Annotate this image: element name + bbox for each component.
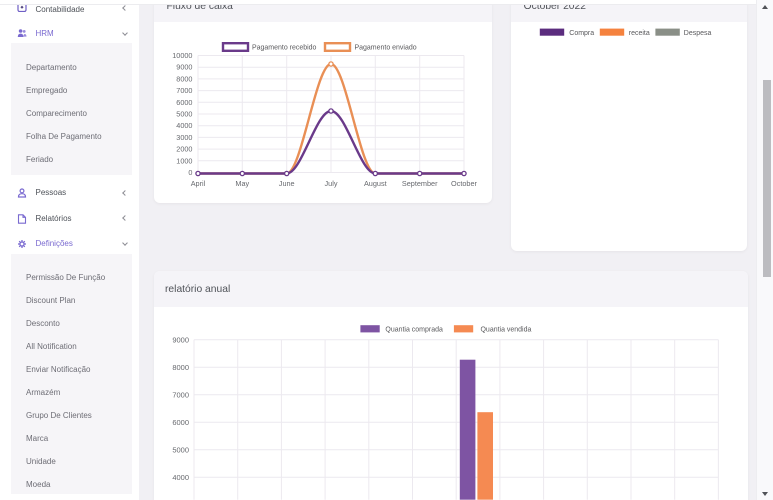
svg-text:6000: 6000: [176, 98, 192, 107]
svg-text:Quantia comprada: Quantia comprada: [385, 327, 443, 334]
svg-text:9000: 9000: [176, 63, 192, 72]
svg-text:8000: 8000: [176, 74, 192, 83]
svg-text:2000: 2000: [176, 145, 192, 154]
svg-text:Compra: Compra: [569, 30, 594, 37]
svg-text:September: September: [402, 179, 438, 188]
svg-text:3000: 3000: [176, 133, 192, 142]
svg-text:5000: 5000: [172, 446, 189, 455]
svg-text:6000: 6000: [172, 418, 189, 427]
svg-text:receita: receita: [629, 30, 650, 37]
svg-text:August: August: [364, 179, 387, 188]
svg-text:Pagamento enviado: Pagamento enviado: [354, 45, 416, 52]
svg-text:0: 0: [188, 168, 192, 177]
svg-text:Quantia vendida: Quantia vendida: [480, 327, 531, 334]
svg-text:9000: 9000: [172, 336, 189, 345]
svg-text:July: July: [325, 179, 338, 188]
svg-text:4000: 4000: [176, 121, 192, 130]
svg-text:4000: 4000: [172, 473, 189, 482]
svg-text:October: October: [451, 179, 477, 188]
svg-text:June: June: [279, 179, 295, 188]
svg-text:1000: 1000: [176, 156, 192, 165]
svg-text:8000: 8000: [172, 363, 189, 372]
svg-text:Despesa: Despesa: [684, 30, 712, 37]
svg-text:7000: 7000: [172, 391, 189, 400]
svg-text:5000: 5000: [176, 109, 192, 118]
svg-text:April: April: [191, 179, 206, 188]
svg-text:Pagamento recebido: Pagamento recebido: [252, 45, 317, 52]
svg-text:10000: 10000: [172, 51, 192, 60]
svg-text:7000: 7000: [176, 86, 192, 95]
svg-text:May: May: [235, 179, 249, 188]
